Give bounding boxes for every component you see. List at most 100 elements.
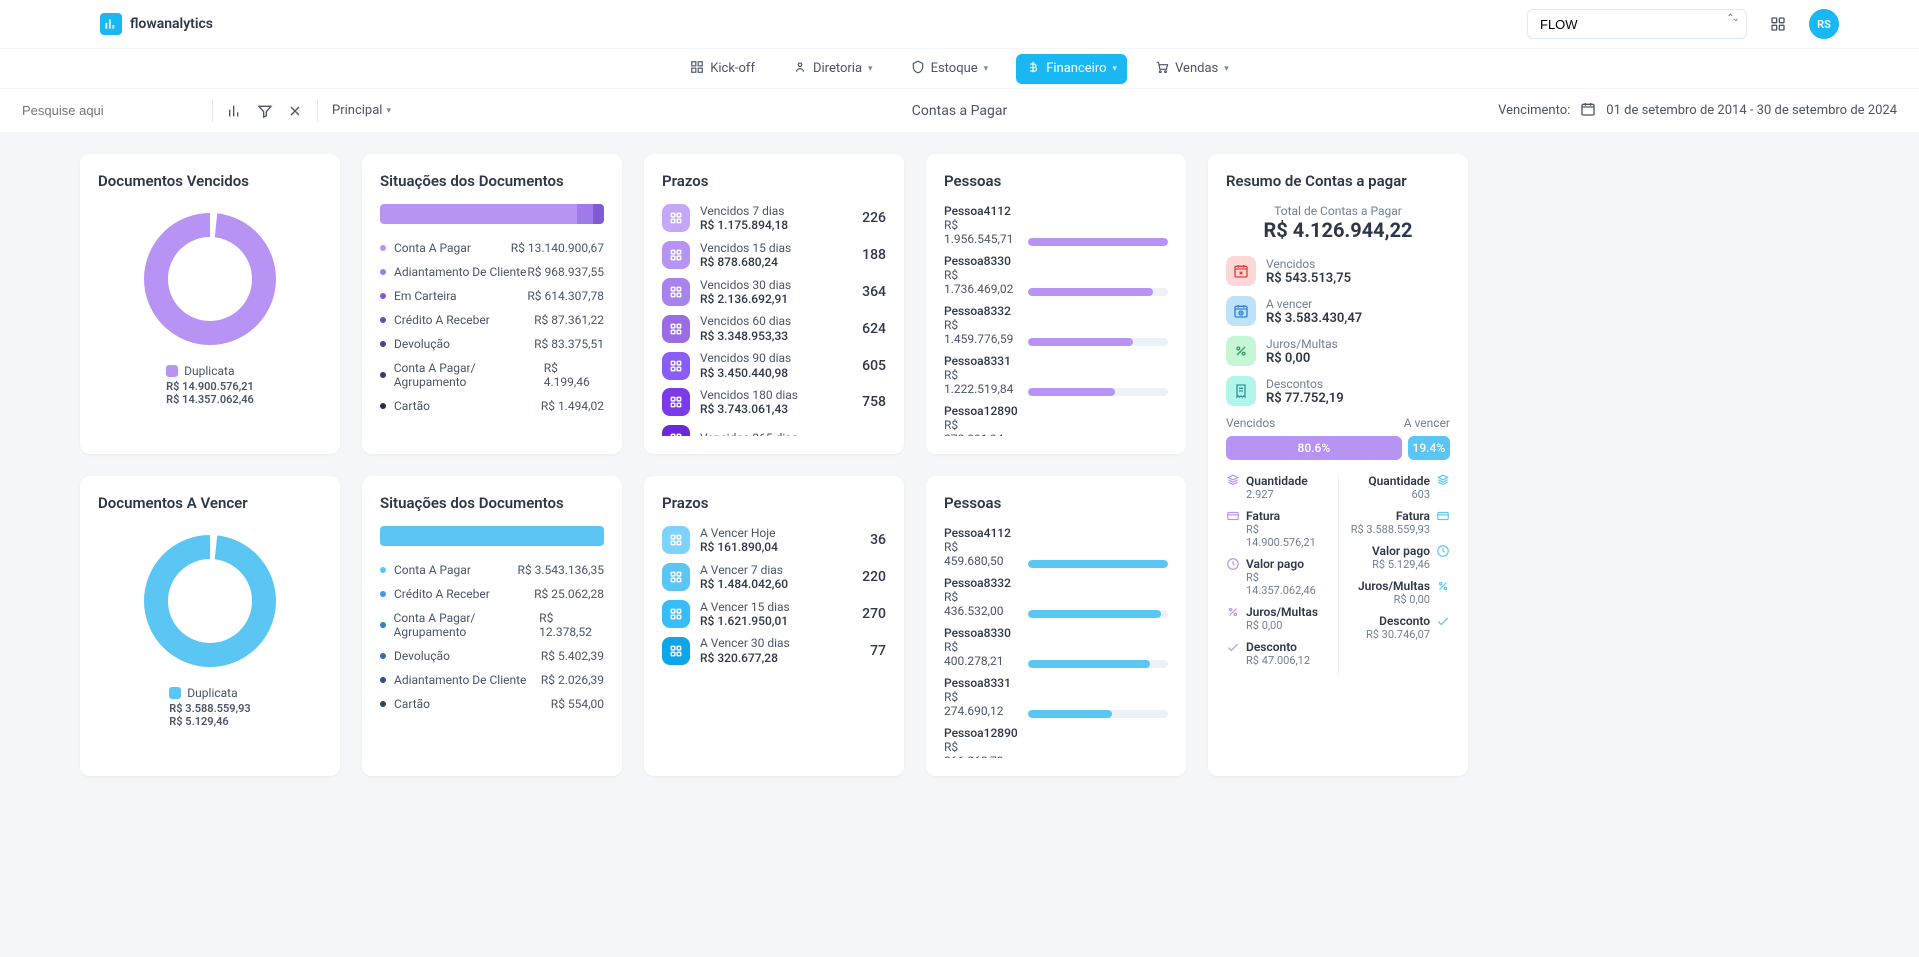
prazo-row[interactable]: A Vencer 30 diasR$ 320.677,2877: [662, 636, 886, 665]
resumo-col-label: Valor pago: [1246, 557, 1326, 571]
chart-icon[interactable]: [227, 103, 243, 119]
nav-item-financeiro[interactable]: Financeiro▾: [1016, 54, 1127, 84]
nav-item-vendas[interactable]: Vendas▾: [1145, 54, 1239, 84]
prazo-row[interactable]: Vencidos 7 diasR$ 1.175.894,18226: [662, 204, 886, 233]
org-select[interactable]: [1527, 9, 1747, 39]
situacao-row: Crédito A ReceberR$ 25.062,28: [380, 582, 604, 606]
legend-swatch: [169, 687, 181, 699]
legend-dot: [380, 591, 386, 597]
split-seg-right: 19.4%: [1408, 436, 1450, 460]
card-title: Prazos: [662, 172, 886, 190]
prazo-badge-icon: [662, 563, 690, 591]
prazo-row[interactable]: Vencidos 30 diasR$ 2.136.692,91364: [662, 278, 886, 307]
pessoa-bar-track: [1028, 610, 1168, 618]
donut-chart: Duplicata R$ 3.588.559,93 R$ 5.129,46: [98, 526, 322, 728]
donut-svg: [135, 526, 285, 676]
card-resumo: Resumo de Contas a pagar Total de Contas…: [1208, 154, 1468, 776]
resumo-col-row: Valor pagoR$ 14.357.062,46: [1226, 557, 1326, 597]
prazo-count: 220: [862, 569, 886, 585]
situacao-label: Conta A Pagar: [394, 241, 471, 255]
search-input[interactable]: [22, 103, 198, 118]
situacao-value: R$ 614.307,78: [527, 289, 604, 303]
prazo-row[interactable]: Vencidos 15 diasR$ 878.680,24188: [662, 241, 886, 270]
prazo-label: Vencidos 365 dias: [700, 431, 798, 436]
pessoa-amount: R$ 1.459.776,59: [944, 318, 1018, 346]
resumo-col-right: Quantidade603FaturaR$ 3.588.559,93Valor …: [1351, 474, 1451, 675]
topbar: flowanalytics RS: [0, 0, 1919, 48]
resumo-summary-row: Juros/MultasR$ 0,00: [1226, 336, 1450, 366]
pessoa-row[interactable]: Pessoa12890R$ 266.368,73: [944, 726, 1168, 758]
donut-chart: Duplicata R$ 14.900.576,21 R$ 14.357.062…: [98, 204, 322, 406]
prazo-row[interactable]: Vencidos 180 diasR$ 3.743.061,43758: [662, 388, 886, 417]
pessoa-bar-track: [1028, 660, 1168, 668]
situacao-value: R$ 3.543.136,35: [517, 563, 604, 577]
situacao-row: Conta A Pagar/ AgrupamentoR$ 12.378,52: [380, 606, 604, 644]
situacao-label: Crédito A Receber: [394, 313, 490, 327]
prazo-row[interactable]: A Vencer 7 diasR$ 1.484.042,60220: [662, 563, 886, 592]
brand-logo-icon: [100, 13, 122, 35]
prazo-row[interactable]: A Vencer HojeR$ 161.890,0436: [662, 526, 886, 555]
legend-line2: R$ 5.129,46: [169, 715, 250, 728]
prazo-row[interactable]: Vencidos 60 diasR$ 3.348.953,33624: [662, 314, 886, 343]
pessoa-row[interactable]: Pessoa8332R$ 1.459.776,59: [944, 304, 1168, 346]
pessoa-row[interactable]: Pessoa8332R$ 436.532,00: [944, 576, 1168, 618]
resumo-summary: VencidosR$ 543.513,75A vencerR$ 3.583.43…: [1226, 256, 1450, 406]
situacao-value: R$ 87.361,22: [534, 313, 604, 327]
pessoa-row[interactable]: Pessoa8331R$ 274.690,12: [944, 676, 1168, 718]
topbar-right: RS: [1527, 9, 1839, 39]
nav-icon: [1155, 60, 1169, 78]
nav-item-estoque[interactable]: Estoque▾: [901, 54, 999, 84]
prazo-count: 270: [862, 606, 886, 622]
prazo-badge-icon: [662, 425, 690, 436]
situacao-value: R$ 5.402,39: [541, 649, 604, 663]
nav-item-diretoria[interactable]: Diretoria▾: [783, 54, 883, 84]
situacao-row: CartãoR$ 1.494,02: [380, 394, 604, 418]
divider: [1338, 474, 1339, 675]
resumo-badge-icon: [1226, 336, 1256, 366]
prazo-row[interactable]: Vencidos 90 diasR$ 3.450.440,98605: [662, 351, 886, 380]
resumo-label: A vencer: [1266, 297, 1362, 311]
prazo-row[interactable]: A Vencer 15 diasR$ 1.621.950,01270: [662, 600, 886, 629]
apps-grid-icon[interactable]: [1765, 11, 1791, 37]
prazo-row[interactable]: Vencidos 365 dias: [662, 425, 886, 436]
pessoa-row[interactable]: Pessoa8330R$ 1.736.469,02: [944, 254, 1168, 296]
pessoas-list: Pessoa4112R$ 1.956.545,71 Pessoa8330R$ 1.…: [944, 204, 1168, 436]
resumo-col-icon: [1436, 614, 1450, 632]
pessoa-bar: [1028, 338, 1133, 346]
dashboard-grid: Documentos Vencidos Duplicata R$ 14.900.…: [80, 154, 1839, 776]
card-title: Documentos A Vencer: [98, 494, 322, 512]
resumo-col-icon: [1226, 474, 1240, 492]
pessoa-name: Pessoa8331: [944, 354, 1168, 368]
pessoa-amount: R$ 1.222.519,84: [944, 368, 1018, 396]
pessoa-row[interactable]: Pessoa12890R$ 878.991,94: [944, 404, 1168, 436]
nav-item-kick-off[interactable]: Kick-off: [680, 54, 765, 84]
filter-icon[interactable]: [257, 103, 273, 119]
resumo-label: Vencidos: [1266, 257, 1351, 271]
prazo-amount: R$ 2.136.692,91: [700, 292, 791, 306]
brand: flowanalytics: [100, 13, 213, 35]
avatar[interactable]: RS: [1809, 9, 1839, 39]
pessoa-row[interactable]: Pessoa4112R$ 1.956.545,71: [944, 204, 1168, 246]
resumo-value: R$ 3.583.430,47: [1266, 311, 1362, 326]
pessoa-row[interactable]: Pessoa8331R$ 1.222.519,84: [944, 354, 1168, 396]
card-title: Situações dos Documentos: [380, 172, 604, 190]
pessoas-list: Pessoa4112R$ 459.680,50 Pessoa8332R$ 436.…: [944, 526, 1168, 758]
close-icon[interactable]: [287, 103, 303, 119]
card-title: Prazos: [662, 494, 886, 512]
principal-dropdown[interactable]: Principal ▾: [332, 103, 391, 118]
legend-dot: [380, 677, 386, 683]
resumo-col-row: Quantidade603: [1351, 474, 1451, 501]
prazo-badge-icon: [662, 278, 690, 306]
prazo-badge-icon: [662, 315, 690, 343]
pessoa-row[interactable]: Pessoa4112R$ 459.680,50: [944, 526, 1168, 568]
prazo-count: 188: [862, 247, 886, 263]
situacao-label: Conta A Pagar/ Agrupamento: [394, 611, 540, 639]
calendar-icon[interactable]: [1580, 101, 1596, 121]
situacao-value: R$ 83.375,51: [534, 337, 604, 351]
date-range[interactable]: 01 de setembro de 2014 - 30 de setembro …: [1606, 103, 1897, 118]
situacao-row: Conta A PagarR$ 13.140.900,67: [380, 236, 604, 260]
legend-label: Duplicata: [184, 364, 234, 378]
pessoa-row[interactable]: Pessoa8330R$ 400.278,21: [944, 626, 1168, 668]
pessoa-amount: R$ 459.680,50: [944, 540, 1018, 568]
resumo-col-value: R$ 30.746,07: [1351, 628, 1431, 641]
